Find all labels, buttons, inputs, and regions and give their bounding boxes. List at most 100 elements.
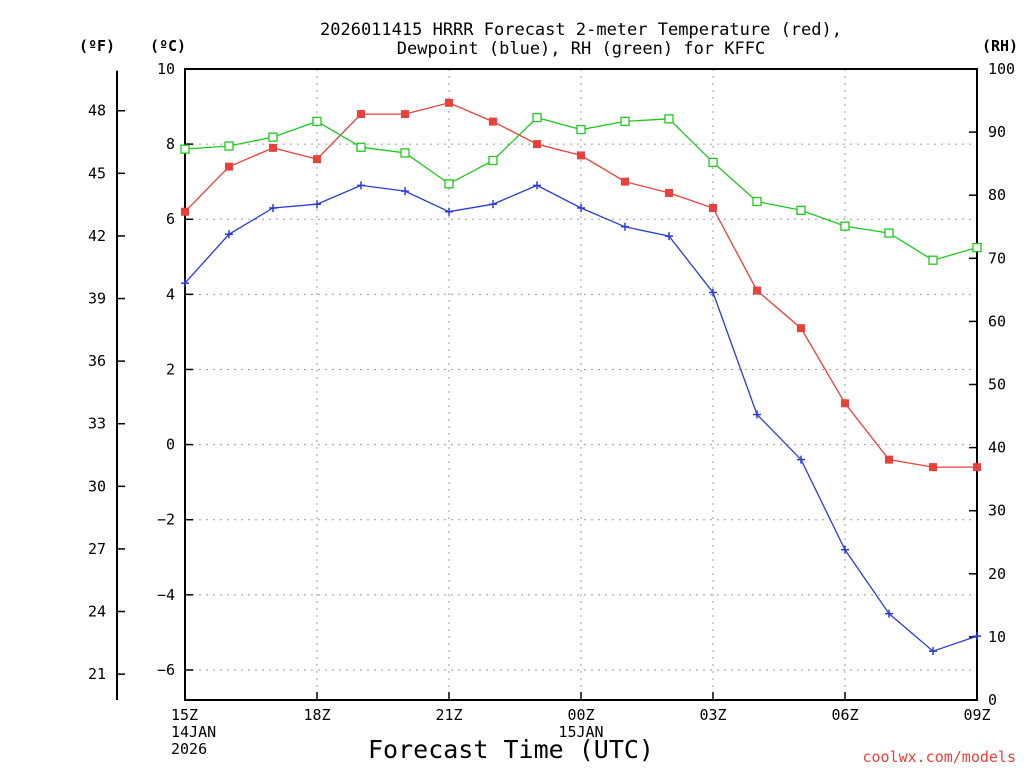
dewpoint-point — [841, 545, 849, 554]
dewpoint-point — [973, 632, 981, 641]
temperature-point — [797, 324, 805, 333]
temperature-point — [357, 110, 365, 119]
rh-point — [752, 196, 762, 207]
x-tick-label: 00Z — [567, 706, 594, 724]
fahrenheit-unit-label: (ºF) — [79, 37, 115, 55]
rh-point — [488, 155, 498, 166]
celsius-tick-label: 8 — [166, 135, 175, 153]
dewpoint-point — [225, 230, 233, 239]
rh-tick-label: 10 — [988, 628, 1006, 646]
rh-tick-label: 0 — [988, 691, 997, 709]
x-tick-label: 03Z — [699, 706, 726, 724]
x-axis-label: Forecast Time (UTC) — [368, 735, 654, 764]
tick-labels: 1086420−2−4−6484542393633302724211009080… — [88, 60, 1015, 758]
credit-text: coolwx.com/models — [862, 748, 1016, 766]
x-tick-label: 14JAN — [171, 723, 216, 741]
x-tick-label: 09Z — [963, 706, 990, 724]
celsius-tick-label: −6 — [157, 661, 175, 679]
celsius-tick-label: 2 — [166, 360, 175, 378]
temperature-point — [445, 98, 453, 107]
temperature-point — [489, 117, 497, 126]
rh-point — [180, 144, 190, 154]
rh-tick-label: 90 — [988, 123, 1006, 141]
dewpoint-point — [445, 207, 453, 216]
rh-point — [400, 148, 410, 158]
rh-point — [972, 242, 982, 253]
fahrenheit-tick-label: 30 — [88, 477, 106, 495]
temperature-point — [577, 151, 585, 160]
celsius-tick-label: 0 — [166, 436, 175, 454]
celsius-unit-label: (ºC) — [150, 37, 186, 55]
temperature-point — [841, 399, 849, 408]
dewpoint-point — [401, 187, 409, 196]
temperature-point — [885, 455, 893, 464]
rh-point — [576, 124, 586, 135]
rh-tick-label: 30 — [988, 502, 1006, 520]
fahrenheit-tick-label: 33 — [88, 415, 106, 433]
rh-tick-label: 100 — [988, 60, 1015, 78]
temperature-point — [313, 155, 321, 164]
temperature-point — [533, 140, 541, 149]
rh-tick-label: 80 — [988, 186, 1006, 204]
fahrenheit-tick-label: 42 — [88, 227, 106, 245]
dewpoint-point — [357, 181, 365, 190]
fahrenheit-tick-label: 21 — [88, 665, 106, 683]
rh-point — [620, 116, 630, 127]
fahrenheit-tick-label: 39 — [88, 290, 106, 308]
dewpoint-point — [181, 279, 189, 288]
series-rh — [180, 112, 982, 265]
dewpoint-point — [533, 181, 541, 190]
rh-unit-label: (RH) — [982, 37, 1018, 55]
temperature-point — [929, 463, 937, 472]
fahrenheit-tick-label: 48 — [88, 102, 106, 120]
rh-point — [664, 114, 674, 124]
temperature-point — [753, 286, 761, 295]
temperature-point — [665, 188, 673, 197]
x-tick-label: 2026 — [171, 740, 207, 758]
dewpoint-point — [753, 410, 761, 419]
temperature-point — [225, 162, 233, 171]
celsius-tick-label: 6 — [166, 210, 175, 228]
rh-point — [532, 112, 542, 123]
rh-tick-label: 60 — [988, 312, 1006, 330]
fahrenheit-tick-label: 27 — [88, 540, 106, 558]
rh-point — [796, 205, 806, 215]
rh-point — [268, 132, 278, 142]
celsius-tick-label: −4 — [157, 586, 175, 604]
rh-point — [312, 116, 322, 127]
chart-title-line-2: Dewpoint (blue), RH (green) for KFFC — [397, 39, 765, 59]
temperature-point — [401, 110, 409, 119]
rh-tick-label: 70 — [988, 249, 1006, 267]
dewpoint-point — [489, 200, 497, 209]
x-tick-label: 18Z — [303, 706, 330, 724]
rh-point — [356, 142, 366, 152]
temperature-point — [973, 463, 981, 472]
dewpoint-point — [885, 609, 893, 618]
temperature-point — [621, 177, 629, 186]
celsius-tick-label: 10 — [157, 60, 175, 78]
axes — [116, 68, 978, 701]
dewpoint-point — [929, 647, 937, 656]
chart-title-line-1: 2026011415 HRRR Forecast 2-meter Tempera… — [320, 20, 842, 40]
rh-point — [708, 157, 718, 168]
fahrenheit-tick-label: 45 — [88, 164, 106, 182]
data-series — [180, 98, 982, 656]
rh-tick-label: 40 — [988, 439, 1006, 457]
rh-point — [224, 141, 234, 151]
rh-point — [840, 221, 850, 231]
x-tick-label: 06Z — [831, 706, 858, 724]
dewpoint-point — [313, 200, 321, 209]
dewpoint-point — [665, 232, 673, 241]
fahrenheit-tick-label: 36 — [88, 352, 106, 370]
temperature-point — [269, 143, 277, 152]
dewpoint-point — [797, 455, 805, 464]
x-tick-label: 15JAN — [558, 723, 603, 741]
celsius-tick-label: 4 — [166, 285, 175, 303]
x-tick-label: 15Z — [171, 706, 198, 724]
temperature-point — [709, 203, 717, 212]
rh-tick-label: 50 — [988, 376, 1006, 394]
temperature-point — [181, 207, 189, 216]
dewpoint-point — [709, 288, 717, 297]
rh-point — [444, 179, 454, 189]
